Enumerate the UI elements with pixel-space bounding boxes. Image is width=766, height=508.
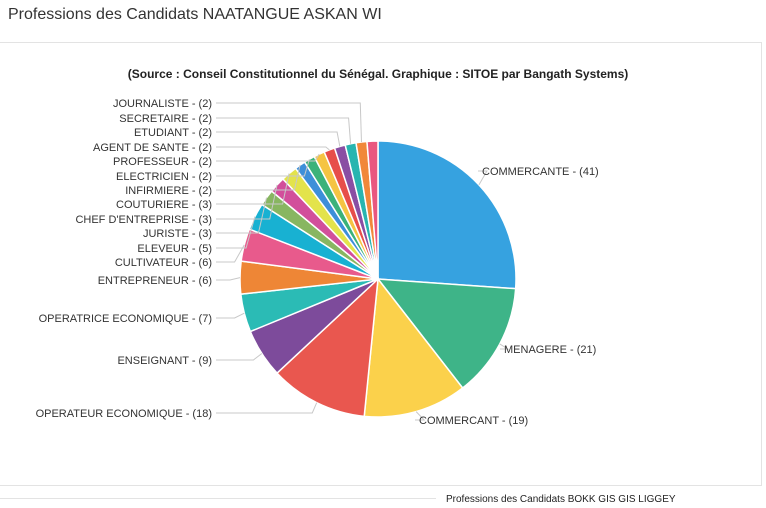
slice-label: JOURNALISTE - (2) xyxy=(113,98,212,110)
label-leader-line xyxy=(216,197,268,234)
label-leader-line xyxy=(216,165,301,191)
next-chart-title: Professions des Candidats BOKK GIS GIS L… xyxy=(446,494,676,505)
footer-divider xyxy=(0,498,436,499)
label-leader-line xyxy=(216,353,263,361)
slice-label: ENTREPRENEUR - (6) xyxy=(98,275,212,287)
slice-label: COMMERCANTE - (41) xyxy=(482,166,599,178)
pie-slice[interactable] xyxy=(363,277,464,418)
slice-label: OPERATRICE ECONOMIQUE - (7) xyxy=(39,313,212,325)
label-leader-line xyxy=(216,244,245,263)
slice-label: AGENT DE SANTE - (2) xyxy=(93,142,212,154)
label-leaders xyxy=(216,102,510,421)
label-leader-line xyxy=(216,102,362,143)
pie-slice[interactable] xyxy=(366,140,379,280)
slice-label: COMMERCANT - (19) xyxy=(419,415,528,427)
label-leader-line xyxy=(216,402,318,414)
pie-slices xyxy=(239,140,517,418)
pie-chart: (Source : Conseil Constitutionnel du Sén… xyxy=(36,67,629,427)
label-leader-line xyxy=(415,411,426,421)
slice-label: ELEVEUR - (5) xyxy=(137,243,212,255)
label-leader-line xyxy=(216,312,245,319)
label-leader-line xyxy=(216,146,330,151)
slice-label: COUTURIERE - (3) xyxy=(116,199,212,211)
slice-label: CULTIVATEUR - (6) xyxy=(115,257,212,269)
slice-labels: COMMERCANTE - (41) MENAGERE - (21) COMMERC… xyxy=(36,98,599,427)
pie-slice[interactable] xyxy=(377,140,517,290)
slice-label: CHEF D'ENTREPRISE - (3) xyxy=(75,214,212,226)
label-leader-line xyxy=(216,184,278,220)
page-title: Professions des Candidats NAATANGUE ASKA… xyxy=(8,6,382,23)
label-leader-line xyxy=(216,216,256,249)
label-leader-line xyxy=(216,131,341,147)
slice-label: INFIRMIERE - (2) xyxy=(125,185,212,197)
slice-label: JURISTE - (3) xyxy=(143,228,212,240)
label-leader-line xyxy=(216,277,241,281)
slice-label: ENSEIGNANT - (9) xyxy=(117,355,212,367)
slice-label: SECRETAIRE - (2) xyxy=(119,113,212,125)
slice-label: OPERATEUR ECONOMIQUE - (18) xyxy=(36,408,212,420)
slice-label: PROFESSEUR - (2) xyxy=(113,156,212,168)
slice-label: MENAGERE - (21) xyxy=(504,344,596,356)
slice-label: ETUDIANT - (2) xyxy=(134,127,212,139)
label-leader-line xyxy=(478,170,488,186)
label-leader-line xyxy=(216,153,320,162)
label-leader-line xyxy=(216,173,290,205)
header: Professions des Candidats NAATANGUE ASKA… xyxy=(0,0,766,42)
chart-subtitle: (Source : Conseil Constitutionnel du Sén… xyxy=(128,67,629,81)
label-leader-line xyxy=(216,159,310,177)
label-leader-line xyxy=(499,343,510,350)
label-leader-line xyxy=(216,117,352,144)
slice-label: ELECTRICIEN - (2) xyxy=(116,171,212,183)
pie-slice[interactable] xyxy=(276,277,379,418)
